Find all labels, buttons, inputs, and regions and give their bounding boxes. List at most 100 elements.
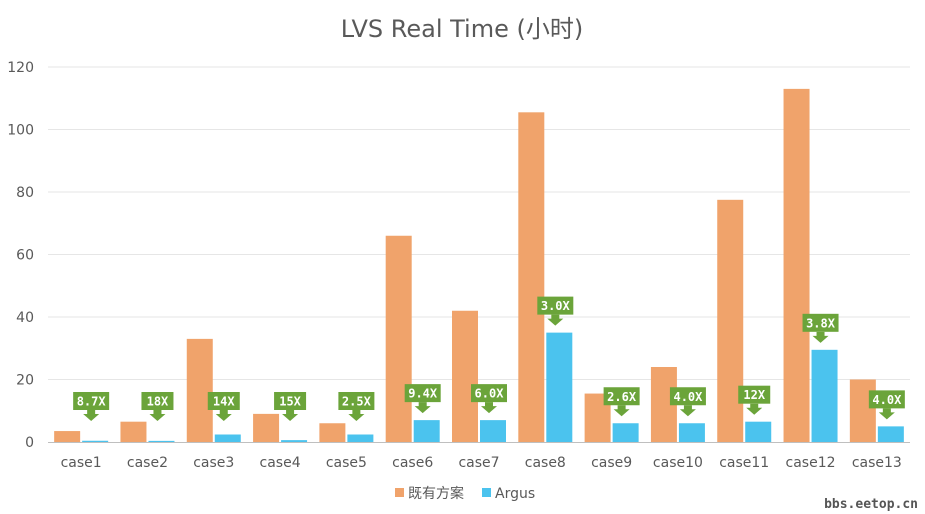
y-tick-label: 40 [16,310,34,326]
speedup-label: 12X [743,388,765,402]
speedup-badge [274,392,307,410]
bar-argus-case2 [148,440,175,442]
speedup-annotation: 4.0X [868,390,905,420]
x-tick-label: case2 [127,455,168,471]
x-tick-label: case7 [458,455,499,471]
bar-argus-case12 [811,349,838,442]
x-axis-labels: case1 case2 case3 case4 case5 case6 case7 case8… [61,455,902,471]
legend: 既有方案 Argus [395,485,535,502]
bar-argus-case9 [612,423,639,442]
speedup-annotation: 8.7X [73,392,110,421]
down-arrow-icon [613,405,630,417]
down-arrow-icon [414,402,431,414]
speedup-badge [868,390,905,409]
watermark: bbs.eetop.cn [824,497,918,512]
speedup-badge [73,392,110,410]
speedup-badge [738,385,771,404]
bar-existing-case1 [54,431,81,442]
speedup-badge [404,384,441,403]
speedup-label: 4.0X [673,390,703,404]
speedup-badge [207,392,240,410]
bar-existing-case3 [186,338,213,442]
speedup-annotation: 14X [207,392,240,421]
legend-label-existing: 既有方案 [408,485,464,502]
bar-argus-case4 [281,440,308,442]
down-arrow-icon [149,410,166,421]
bar-existing-case13 [849,379,876,442]
speedup-annotation: 3.8X [802,313,839,343]
down-arrow-icon [547,314,564,326]
speedup-annotation: 2.6X [603,387,640,417]
y-tick-label: 100 [7,123,34,139]
speedup-annotation: 2.5X [338,392,375,421]
speedup-annotation: 15X [274,392,307,421]
legend-label-argus: Argus [495,486,535,502]
y-tick-label: 120 [7,60,34,76]
bar-existing-case2 [120,421,147,442]
bar-existing-case7 [452,310,478,442]
speedup-label: 9.4X [408,387,438,401]
y-tick-label: 0 [25,435,34,451]
bar-argus-case3 [214,434,241,442]
speedup-badge [537,296,574,315]
x-tick-label: case1 [61,455,102,471]
bar-argus-case8 [546,332,573,442]
speedup-label: 6.0X [475,387,505,401]
x-tick-label: case10 [653,455,703,471]
chart-title: LVS Real Time (小时) [341,15,583,43]
y-tick-label: 60 [16,248,34,264]
speedup-badge [603,387,640,406]
speedup-annotation: 9.4X [404,384,441,414]
bar-existing-case11 [717,199,744,442]
speedup-badge [338,392,375,410]
x-tick-label: case9 [591,455,632,471]
x-tick-label: case5 [326,455,367,471]
down-arrow-icon [812,331,829,343]
bar-argus-case11 [745,421,772,442]
down-arrow-icon [83,410,100,421]
bar-argus-case1 [82,440,109,442]
bar-existing-case5 [319,423,346,442]
x-tick-label: case8 [525,455,566,471]
down-arrow-icon [215,410,232,421]
speedup-badge [802,313,839,332]
y-tick-label: 20 [16,373,34,389]
bar-argus-case6 [413,420,440,442]
grid-lines [48,66,910,380]
x-tick-label: case6 [392,455,433,471]
down-arrow-icon [679,405,696,417]
down-arrow-icon [282,410,299,421]
y-axis-ticks: 0 20 40 60 80 100 120 [7,60,34,451]
speedup-badge [669,387,706,406]
down-arrow-icon [348,410,365,421]
speedup-badge [471,384,507,403]
speedup-label: 18X [147,395,169,409]
speedup-annotation: 3.0X [537,296,574,326]
bar-existing-case12 [783,88,810,442]
speedup-label: 3.0X [541,299,571,313]
speedup-annotation: 4.0X [669,387,706,417]
down-arrow-icon [746,403,763,415]
bar-argus-case5 [347,434,374,442]
speedup-annotation: 18X [141,392,174,421]
x-tick-label: case12 [786,455,836,471]
speedup-label: 3.8X [806,316,836,330]
speedup-annotation: 6.0X [471,384,507,414]
x-tick-label: case11 [719,455,769,471]
speedup-label: 4.0X [872,393,902,407]
speedup-label: 8.7X [77,395,107,409]
x-tick-label: case3 [193,455,234,471]
down-arrow-icon [481,402,497,414]
bar-argus-case7 [480,420,506,442]
bar-argus-case13 [877,426,904,442]
bar-argus-case10 [678,423,705,442]
x-tick-label: case13 [852,455,902,471]
speedup-label: 15X [279,395,301,409]
speedup-label: 2.6X [607,390,637,404]
speedup-label: 2.5X [342,395,372,409]
bar-existing-case8 [518,112,545,442]
speedup-annotation: 12X [738,385,771,415]
x-tick-label: case4 [260,455,301,471]
